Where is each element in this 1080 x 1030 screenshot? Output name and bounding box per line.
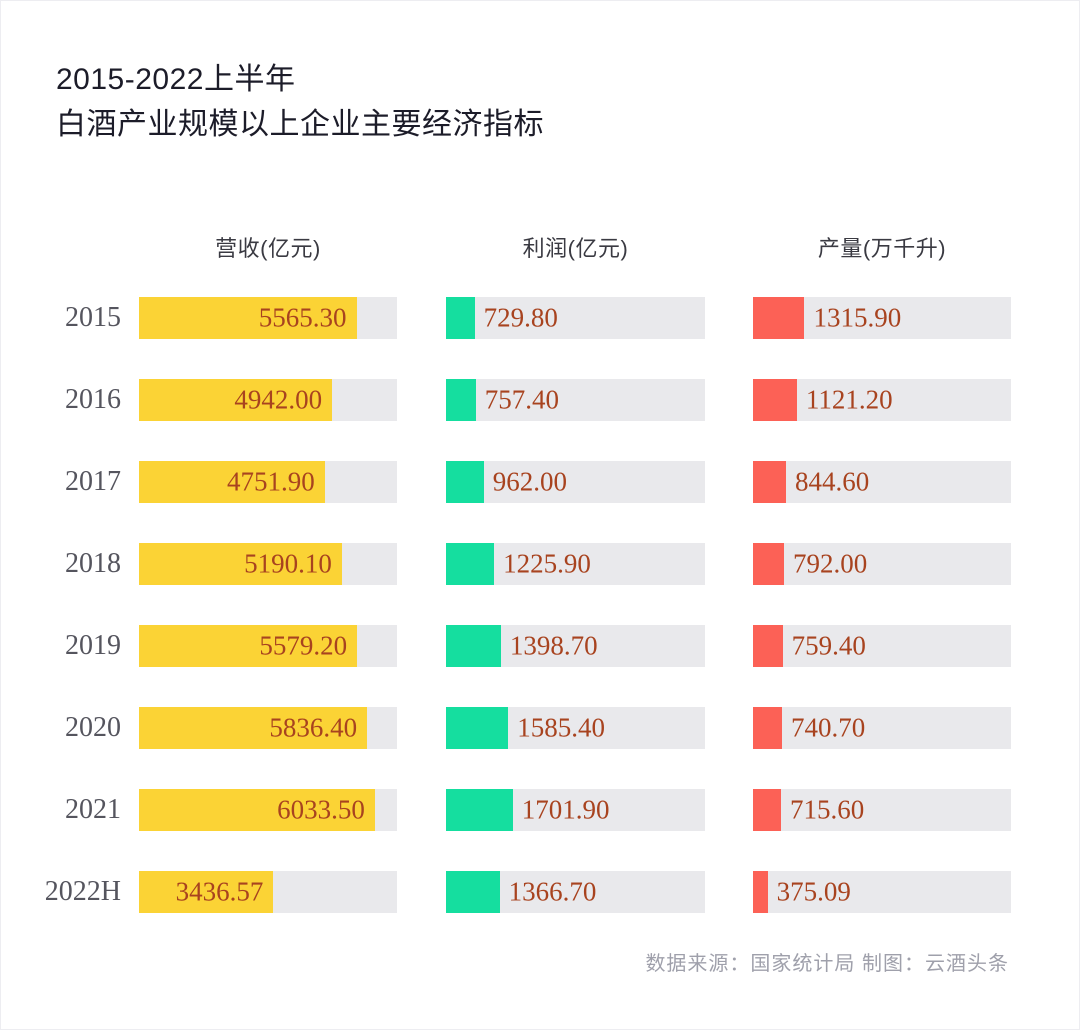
bar-track-revenue: 5190.10 bbox=[139, 543, 397, 585]
bar-track-profit: 729.80 bbox=[446, 297, 705, 339]
column-header-profit: 利润(亿元) bbox=[522, 236, 629, 261]
bar-fill-revenue: 5190.10 bbox=[139, 543, 342, 585]
bar-fill-profit bbox=[446, 543, 495, 585]
bar-track-production: 792.00 bbox=[753, 543, 1011, 585]
bar-value-label: 962.00 bbox=[492, 466, 567, 497]
bar-fill-profit bbox=[446, 707, 509, 749]
bar-fill-revenue: 5579.20 bbox=[139, 625, 358, 667]
bar-track-revenue: 3436.57 bbox=[139, 871, 397, 913]
year-label: 2017 bbox=[65, 466, 121, 497]
chart-rows: 2015 5565.30 729.80 1315.90 2016 4942.00 757.4… bbox=[29, 297, 1011, 913]
year-label: 2021 bbox=[65, 794, 121, 825]
table-row: 2021 6033.50 1701.90 715.60 bbox=[29, 789, 1011, 831]
year-label: 2015 bbox=[65, 302, 121, 333]
bar-fill-production bbox=[753, 625, 783, 667]
bar-track-profit: 1585.40 bbox=[446, 707, 705, 749]
bar-value-label: 1701.90 bbox=[521, 794, 610, 825]
table-row: 2018 5190.10 1225.90 792.00 bbox=[29, 543, 1011, 585]
bar-fill-production bbox=[753, 379, 797, 421]
bar-fill-revenue: 6033.50 bbox=[139, 789, 375, 831]
bar-fill-revenue: 4751.90 bbox=[139, 461, 325, 503]
year-label: 2019 bbox=[65, 630, 121, 661]
bar-value-label: 5579.20 bbox=[259, 630, 348, 661]
column-header-production: 产量(万千升) bbox=[817, 236, 947, 261]
bar-fill-production bbox=[753, 707, 782, 749]
bar-track-profit: 1398.70 bbox=[446, 625, 705, 667]
bar-fill-profit bbox=[446, 789, 513, 831]
bar-track-production: 1121.20 bbox=[753, 379, 1011, 421]
year-label: 2016 bbox=[65, 384, 121, 415]
table-row: 2015 5565.30 729.80 1315.90 bbox=[29, 297, 1011, 339]
bar-track-revenue: 5565.30 bbox=[139, 297, 397, 339]
bar-fill-production bbox=[753, 297, 805, 339]
source-credit: 数据来源：国家统计局 制图：云酒头条 bbox=[645, 953, 1009, 975]
bar-value-label: 375.09 bbox=[776, 876, 851, 907]
table-row: 2017 4751.90 962.00 844.60 bbox=[29, 461, 1011, 503]
bar-value-label: 729.80 bbox=[483, 302, 558, 333]
bar-value-label: 759.40 bbox=[791, 630, 866, 661]
bar-value-label: 844.60 bbox=[795, 466, 870, 497]
title-line-1: 2015-2022上半年 bbox=[56, 63, 296, 96]
bar-value-label: 1398.70 bbox=[509, 630, 598, 661]
bar-value-label: 792.00 bbox=[792, 548, 868, 579]
bar-track-revenue: 5579.20 bbox=[139, 625, 397, 667]
bar-track-profit: 1225.90 bbox=[446, 543, 705, 585]
bar-value-label: 4942.00 bbox=[234, 384, 323, 415]
bar-value-label: 4751.90 bbox=[227, 466, 315, 497]
bar-value-label: 740.70 bbox=[790, 712, 866, 743]
bar-fill-profit bbox=[446, 297, 475, 339]
bar-fill-production bbox=[753, 461, 787, 503]
bar-track-production: 715.60 bbox=[753, 789, 1011, 831]
bar-track-revenue: 4751.90 bbox=[139, 461, 397, 503]
year-label: 2022H bbox=[44, 876, 121, 907]
bar-fill-revenue: 5565.30 bbox=[139, 297, 357, 339]
table-row: 2022H 3436.57 1366.70 375.09 bbox=[29, 871, 1011, 913]
bar-value-label: 5836.40 bbox=[269, 712, 358, 743]
bar-track-profit: 1366.70 bbox=[446, 871, 705, 913]
column-header-revenue: 营收(亿元) bbox=[215, 236, 321, 261]
year-label: 2020 bbox=[65, 712, 121, 743]
bar-track-revenue: 4942.00 bbox=[139, 379, 397, 421]
bar-fill-revenue: 5836.40 bbox=[139, 707, 368, 749]
page-title: 2015-2022上半年 白酒产业规模以上企业主要经济指标 bbox=[56, 57, 544, 147]
bar-chart: 营收(亿元) 利润(亿元) 产量(万千升) 2015 5565.30 729.80 1… bbox=[29, 231, 1011, 953]
bar-fill-revenue: 3436.57 bbox=[139, 871, 274, 913]
bar-value-label: 5565.30 bbox=[258, 302, 347, 333]
title-line-2: 白酒产业规模以上企业主要经济指标 bbox=[56, 108, 544, 141]
bar-fill-revenue: 4942.00 bbox=[139, 379, 333, 421]
year-label: 2018 bbox=[65, 548, 121, 579]
bar-track-production: 1315.90 bbox=[753, 297, 1011, 339]
bar-value-label: 1585.40 bbox=[517, 712, 605, 743]
bar-fill-production bbox=[753, 543, 784, 585]
table-row: 2019 5579.20 1398.70 759.40 bbox=[29, 625, 1011, 667]
bar-value-label: 1315.90 bbox=[813, 302, 902, 333]
column-header-row: 营收(亿元) 利润(亿元) 产量(万千升) bbox=[29, 231, 1011, 263]
table-row: 2016 4942.00 757.40 1121.20 bbox=[29, 379, 1011, 421]
bar-value-label: 1121.20 bbox=[805, 384, 893, 415]
bar-track-profit: 962.00 bbox=[446, 461, 705, 503]
bar-value-label: 6033.50 bbox=[277, 794, 365, 825]
bar-value-label: 1225.90 bbox=[503, 548, 591, 579]
bar-fill-profit bbox=[446, 461, 484, 503]
bar-fill-profit bbox=[446, 379, 476, 421]
bar-fill-production bbox=[753, 871, 768, 913]
bar-track-revenue: 6033.50 bbox=[139, 789, 397, 831]
bar-track-production: 759.40 bbox=[753, 625, 1011, 667]
bar-fill-production bbox=[753, 789, 781, 831]
bar-track-production: 740.70 bbox=[753, 707, 1011, 749]
bar-value-label: 715.60 bbox=[789, 794, 865, 825]
bar-track-revenue: 5836.40 bbox=[139, 707, 397, 749]
bar-track-production: 375.09 bbox=[753, 871, 1011, 913]
bar-value-label: 1366.70 bbox=[508, 876, 597, 907]
bar-value-label: 5190.10 bbox=[244, 548, 332, 579]
bar-fill-profit bbox=[446, 625, 501, 667]
bar-value-label: 3436.57 bbox=[175, 876, 264, 907]
bar-track-profit: 1701.90 bbox=[446, 789, 705, 831]
bar-fill-profit bbox=[446, 871, 500, 913]
bar-track-production: 844.60 bbox=[753, 461, 1011, 503]
bar-track-profit: 757.40 bbox=[446, 379, 705, 421]
bar-value-label: 757.40 bbox=[484, 384, 559, 415]
table-row: 2020 5836.40 1585.40 740.70 bbox=[29, 707, 1011, 749]
